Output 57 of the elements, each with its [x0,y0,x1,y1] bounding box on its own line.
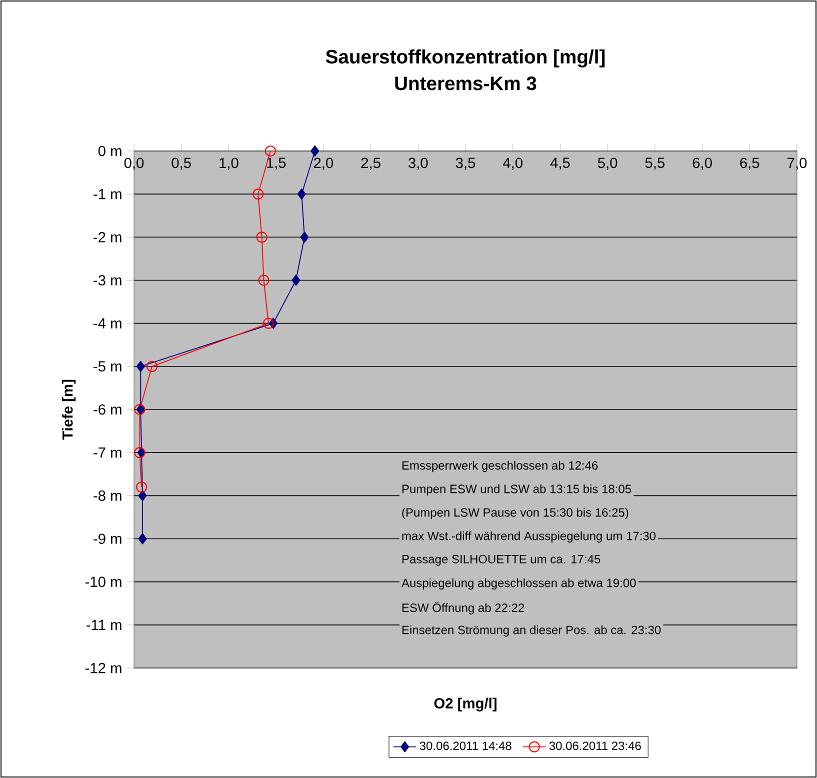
x-tick-label: 5,0 [598,158,618,170]
annotation: Auspiegelung abgeschlossen ab etwa 19:00 [401,578,636,590]
point [297,188,306,200]
y-tick-label: -10 m [85,576,122,588]
x-tick-label: 6,5 [740,158,760,170]
point [138,490,147,502]
point [256,232,268,243]
y-tick-label: -3 m [94,275,122,286]
y-tick-label: -11 m [86,620,122,630]
y-tick-label: -12 m [85,662,122,674]
point [146,360,158,372]
point [300,232,309,243]
point [264,145,276,157]
annotation: Emssperrwerk geschlossen ab 12:46 [402,460,598,472]
x-tick-label: 5,5 [645,158,664,170]
x-tick-label: 4,0 [502,158,522,170]
point [136,360,145,372]
legend-label: 30.06.2011 14:48 [420,742,512,750]
x-axis-title: O2 [mg/l] [434,698,496,712]
x-tick-label: 0,0 [124,158,144,170]
annotation: (Pumpen LSW Pause von 15:30 bis 16:25) [402,508,628,520]
y-tick-label: -4 m [94,318,122,328]
y-tick-label: -7 m [94,448,122,458]
x-tick-label: 0,5 [172,158,191,170]
point [136,482,148,493]
x-tick-label: 2,5 [361,158,380,170]
x-tick-label: 6,0 [692,158,712,170]
y-tick-label: -6 m [94,404,122,415]
point [292,274,300,286]
annotation: Pumpen ESW und LSW ab 13:15 bis 18:05 [402,484,632,496]
y-tick-label: -2 m [94,232,122,242]
y-tick-label: -1 m [94,189,122,200]
x-tick-label: 2,0 [314,158,334,170]
x-tick-label: 3,0 [408,158,428,170]
point [258,274,270,286]
annotation: ESW Öffnung ab 22:22 [402,602,524,614]
chart-subtitle: Unterems-Km 3 [395,76,536,90]
x-tick-label: 1,0 [220,158,238,170]
x-tick-label: 3,5 [456,158,476,170]
annotation: max Wst.-diff während Ausspiegelung um 17:30 [402,531,656,543]
x-tick-label: 1,5 [266,158,286,170]
point [252,188,264,200]
x-tick-label: 4,5 [550,158,570,170]
legend-label: 30.06.2011 23:46 [549,742,641,750]
point [262,318,274,329]
annotation: Passage SILHOUETTE um ca. 17:45 [402,554,600,566]
y-tick-label: -9 m [94,534,122,544]
point [138,533,147,544]
point [310,145,320,157]
y-tick-label: -8 m [94,490,122,501]
point [134,447,146,458]
y-axis-title: Tiefe [m] [62,380,76,440]
chart-title: Sauerstoffkonzentration [mg/l] [326,49,605,68]
annotation: Einsetzen Strömung an dieser Pos. ab ca. 23:30 [402,625,661,637]
y-tick-label: -5 m [94,361,122,372]
y-tick-label: 0 m [98,146,122,156]
x-tick-label: 7,0 [788,158,807,170]
